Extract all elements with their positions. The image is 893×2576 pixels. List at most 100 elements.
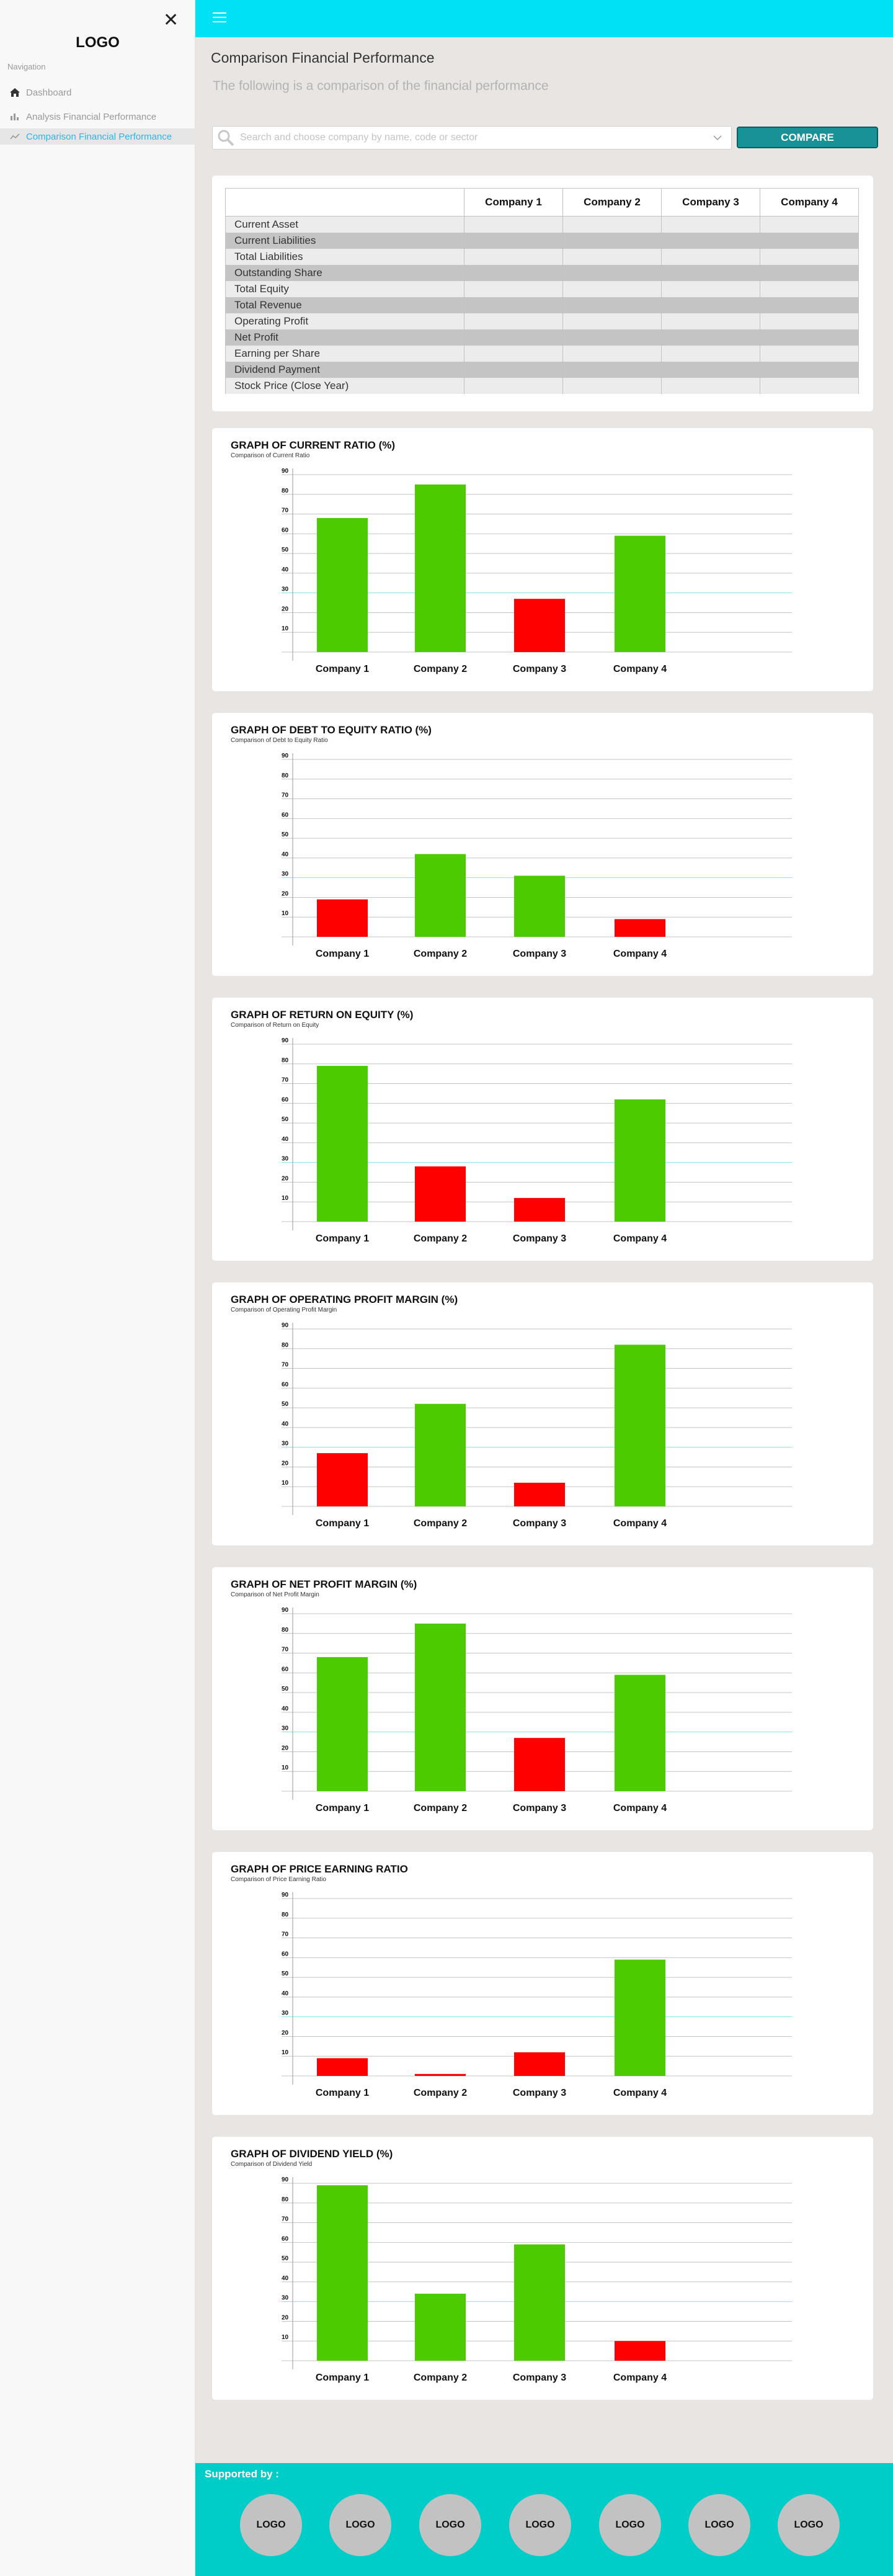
- table-cell: [562, 329, 662, 346]
- y-tick-label: 50: [282, 1686, 289, 1693]
- y-tick-label: 10: [282, 1195, 289, 1202]
- y-tick-label: 40: [282, 2275, 289, 2282]
- x-category-label: Company 1: [316, 664, 369, 674]
- table-row-label: Earning per Share: [225, 345, 464, 362]
- table-cell: [661, 232, 760, 249]
- table-cell: [562, 377, 662, 394]
- bar-chart: 10 20 30 40 50 60 70 80 90 Company 1 Company 2 Comp…: [282, 753, 792, 959]
- company-search[interactable]: [212, 126, 732, 150]
- bar-company-1: [317, 899, 368, 937]
- comparison-table: Company 1 Company 2 Company 3 Company 4 …: [225, 188, 859, 394]
- search-input[interactable]: [235, 132, 711, 143]
- y-tick-label: 10: [282, 2334, 289, 2341]
- chart-card: GRAPH OF PRICE EARNING RATIO Comparison o…: [212, 1852, 873, 2115]
- bar-company-3: [514, 599, 565, 652]
- x-category-label: Company 2: [414, 2088, 467, 2098]
- y-tick-label: 80: [282, 1912, 289, 1918]
- x-category-label: Company 3: [513, 949, 566, 959]
- table-row: Earning per Share: [225, 345, 859, 362]
- bar-company-4: [615, 1099, 665, 1222]
- table-cell: [661, 377, 760, 394]
- x-category-label: Company 4: [613, 664, 667, 674]
- table-row: Total Liabilities: [225, 248, 859, 265]
- table-cell: [760, 345, 859, 362]
- bar-company-1: [317, 1657, 368, 1791]
- sidebar-item-label: Comparison Financial Performance: [26, 131, 172, 142]
- table-cell: [464, 329, 563, 346]
- bar-company-1: [317, 2185, 368, 2361]
- sponsor-logo[interactable]: LOGO: [778, 2494, 840, 2556]
- table-row-label: Net Profit: [225, 329, 464, 346]
- chart-title: GRAPH OF DEBT TO EQUITY RATIO (%): [231, 724, 432, 736]
- y-tick-label: 30: [282, 586, 289, 593]
- table-cell: [464, 264, 563, 281]
- sponsor-logo[interactable]: LOGO: [599, 2494, 661, 2556]
- table-row-label: Current Asset: [225, 216, 464, 233]
- table-header-company-1: Company 1: [464, 188, 563, 217]
- y-tick-label: 80: [282, 488, 289, 494]
- y-tick-label: 40: [282, 566, 289, 573]
- y-tick-label: 20: [282, 2029, 289, 2036]
- table-cell: [661, 216, 760, 233]
- table-row: Operating Profit: [225, 313, 859, 329]
- sponsor-logo[interactable]: LOGO: [509, 2494, 571, 2556]
- bar-chart: 10 20 30 40 50 60 70 80 90 Company 1 Company 2 Comp…: [282, 1892, 792, 2098]
- topbar: [195, 0, 893, 37]
- sponsor-logo[interactable]: LOGO: [688, 2494, 750, 2556]
- compare-button[interactable]: COMPARE: [737, 127, 878, 148]
- y-tick-label: 30: [282, 1441, 289, 1447]
- x-category-label: Company 1: [316, 1518, 369, 1529]
- y-tick-label: 20: [282, 1745, 289, 1751]
- y-tick-label: 30: [282, 1725, 289, 1732]
- table-row-label: Total Liabilities: [225, 248, 464, 265]
- chart-subtitle: Comparison of Return on Equity: [231, 1022, 319, 1029]
- chart-subtitle: Comparison of Current Ratio: [231, 452, 310, 459]
- sidebar-item-comparison[interactable]: Comparison Financial Performance: [0, 128, 195, 145]
- table-cell: [760, 216, 859, 233]
- y-tick-label: 70: [282, 508, 289, 514]
- y-tick-label: 40: [282, 1706, 289, 1712]
- table-row: Current Liabilities: [225, 232, 859, 249]
- bar-company-4: [615, 919, 665, 937]
- table-header-company-3: Company 3: [661, 188, 760, 217]
- y-tick-label: 50: [282, 2255, 289, 2262]
- table-cell: [661, 297, 760, 313]
- table-cell: [760, 377, 859, 394]
- table-cell: [760, 313, 859, 329]
- sponsor-logo[interactable]: LOGO: [419, 2494, 481, 2556]
- trend-chart-icon: [9, 132, 21, 141]
- y-tick-label: 20: [282, 890, 289, 897]
- bar-company-4: [615, 2341, 665, 2361]
- table-cell: [562, 280, 662, 297]
- table-cell: [760, 297, 859, 313]
- y-tick-label: 10: [282, 910, 289, 917]
- x-category-label: Company 4: [613, 2373, 667, 2383]
- y-tick-label: 90: [282, 1322, 289, 1329]
- table-cell: [464, 345, 563, 362]
- sidebar-item-dashboard[interactable]: Dashboard: [0, 84, 195, 101]
- y-tick-label: 10: [282, 2049, 289, 2056]
- y-tick-label: 80: [282, 1057, 289, 1064]
- bar-chart: 10 20 30 40 50 60 70 80 90 Company 1 Company 2 Comp…: [282, 2176, 792, 2383]
- chart-subtitle: Comparison of Operating Profit Margin: [231, 1307, 337, 1313]
- y-tick-label: 40: [282, 1990, 289, 1997]
- y-tick-label: 10: [282, 1480, 289, 1487]
- hamburger-menu-icon[interactable]: [213, 12, 226, 24]
- chevron-down-icon[interactable]: [711, 133, 724, 143]
- sponsor-logo[interactable]: LOGO: [240, 2494, 302, 2556]
- x-category-label: Company 4: [613, 1233, 667, 1244]
- table-cell: [562, 264, 662, 281]
- bar-chart-icon: [9, 112, 21, 122]
- close-icon[interactable]: ✕: [163, 10, 179, 30]
- search-icon: [216, 128, 235, 147]
- bar-company-3: [514, 1197, 565, 1222]
- x-category-label: Company 1: [316, 1233, 369, 1244]
- chart-card: GRAPH OF OPERATING PROFIT MARGIN (%) Comp…: [212, 1282, 873, 1545]
- sponsor-logo[interactable]: LOGO: [329, 2494, 391, 2556]
- table-cell: [562, 232, 662, 249]
- table-row-label: Operating Profit: [225, 313, 464, 329]
- table-cell: [464, 297, 563, 313]
- table-cell: [562, 216, 662, 233]
- sidebar-item-analysis[interactable]: Analysis Financial Performance: [0, 109, 195, 125]
- table-cell: [464, 313, 563, 329]
